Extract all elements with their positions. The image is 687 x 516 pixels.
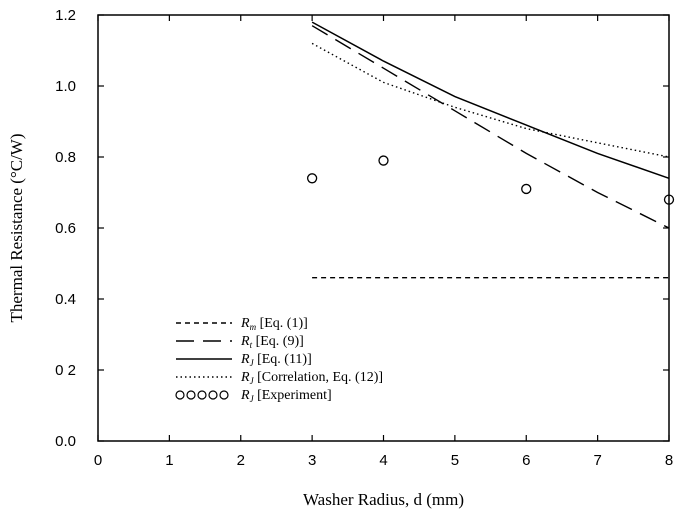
series-line [311,21,670,180]
y-tick-label: 0.4 [55,291,76,308]
series-4 [306,155,675,205]
data-point [306,173,318,184]
legend-subscript: J [250,358,255,368]
y-tick-label: 1.0 [55,78,76,95]
legend-marker [186,390,196,400]
series-layer [306,21,675,279]
legend-label: RJ [Eq. (11)] [240,352,312,368]
data-point [663,194,675,205]
legend-text: [Eq. (11)] [254,352,312,367]
series-2 [311,21,670,180]
plot-frame [97,14,670,442]
legend-label: RJ [Experiment] [240,388,332,404]
legend-label: RJ [Correlation, Eq. (12)] [240,370,383,386]
x-tick-label: 8 [665,452,673,469]
x-tick-label: 7 [593,452,601,469]
y-tick-label: 1.2 [55,7,76,24]
legend-item: RJ [Experiment] [175,388,332,404]
legend-text: [Eq. (9)] [252,334,304,349]
y-axis-label: Thermal Resistance (°C/W) [7,133,26,322]
legend-text: [Experiment] [254,388,332,403]
legend-subscript: J [250,376,255,386]
legend-item: RJ [Eq. (11)] [176,352,312,368]
series-line [311,42,670,158]
legend-marker [197,390,207,400]
legend-symbol: R [240,334,250,349]
legend: Rm [Eq. (1)]Rt [Eq. (9)]RJ [Eq. (11)]RJ … [175,316,383,404]
series-3 [311,42,670,158]
x-tick-label: 6 [522,452,530,469]
x-tick-label: 1 [165,452,173,469]
series-line [311,25,670,229]
x-axis-label: Washer Radius, d (mm) [303,490,464,509]
series-1 [311,25,670,229]
axis-ticks: 0 1 2 3 4 5 6 7 8 0.0 0 2 0.4 0.6 0.8 1.0 1.2 [55,7,673,469]
x-tick-label: 4 [379,452,387,469]
legend-subscript: t [250,340,253,350]
legend-label: Rm [Eq. (1)] [240,316,308,332]
legend-marker [175,390,185,400]
legend-item: Rt [Eq. (9)] [176,334,304,350]
x-tick-label: 3 [308,452,316,469]
legend-subscript: J [250,394,255,404]
legend-marker [208,390,218,400]
data-point [378,155,389,166]
legend-symbol: R [240,316,250,331]
legend-subscript: m [250,322,257,332]
legend-symbol: R [240,388,250,403]
legend-symbol: R [240,370,250,385]
plot-border [97,14,670,442]
legend-label: Rt [Eq. (9)] [240,334,304,350]
legend-item: RJ [Correlation, Eq. (12)] [176,370,383,386]
y-tick-label: 0.6 [55,220,76,237]
x-tick-label: 0 [94,452,102,469]
y-tick-label: 0.0 [55,433,76,450]
legend-marker [219,390,229,400]
y-tick-label: 0 2 [55,362,76,379]
legend-symbol: R [240,352,250,367]
legend-text: [Correlation, Eq. (12)] [254,370,383,385]
legend-text: [Eq. (1)] [256,316,308,331]
y-tick-label: 0.8 [55,149,76,166]
x-tick-label: 2 [237,452,245,469]
legend-item: Rm [Eq. (1)] [176,316,308,332]
data-point [521,183,532,195]
x-tick-label: 5 [451,452,459,469]
